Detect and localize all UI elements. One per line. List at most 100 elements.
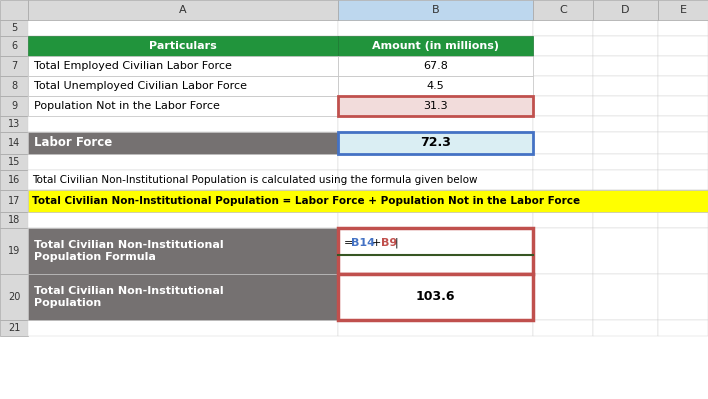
Bar bbox=[593, 228, 658, 274]
Bar bbox=[0, 190, 28, 212]
Text: Particulars: Particulars bbox=[149, 41, 217, 51]
Bar bbox=[533, 170, 593, 190]
Bar bbox=[593, 36, 658, 56]
Bar bbox=[338, 212, 533, 228]
Bar bbox=[338, 228, 533, 274]
Text: Total Civilian Non-Institutional: Total Civilian Non-Institutional bbox=[34, 286, 224, 296]
Text: 31.3: 31.3 bbox=[423, 101, 448, 111]
Text: 67.8: 67.8 bbox=[423, 61, 448, 71]
Bar bbox=[28, 96, 338, 116]
Bar bbox=[533, 320, 593, 336]
Bar bbox=[338, 56, 533, 76]
Bar bbox=[338, 320, 533, 336]
Text: D: D bbox=[621, 5, 629, 15]
Bar bbox=[28, 190, 338, 212]
Text: Labor Force: Labor Force bbox=[34, 136, 113, 150]
Text: 20: 20 bbox=[8, 292, 21, 302]
Bar bbox=[658, 274, 708, 320]
Bar bbox=[0, 56, 28, 76]
Text: 5: 5 bbox=[11, 23, 17, 33]
Bar bbox=[0, 320, 28, 336]
Bar bbox=[28, 56, 338, 76]
Bar bbox=[0, 76, 28, 96]
Text: Total Unemployed Civilian Labor Force: Total Unemployed Civilian Labor Force bbox=[34, 81, 247, 91]
Bar bbox=[28, 36, 338, 56]
Bar bbox=[658, 116, 708, 132]
Text: 103.6: 103.6 bbox=[416, 290, 455, 304]
Text: Total Civilian Non-Institutional: Total Civilian Non-Institutional bbox=[34, 240, 224, 250]
Bar bbox=[338, 228, 533, 274]
Text: 16: 16 bbox=[8, 175, 20, 185]
Bar bbox=[28, 212, 338, 228]
Bar bbox=[0, 20, 28, 36]
Bar bbox=[338, 0, 533, 20]
Text: 6: 6 bbox=[11, 41, 17, 51]
Text: 9: 9 bbox=[11, 101, 17, 111]
Bar bbox=[338, 154, 533, 170]
Bar bbox=[338, 274, 533, 320]
Bar bbox=[28, 36, 338, 56]
Text: 18: 18 bbox=[8, 215, 20, 225]
Bar bbox=[28, 274, 338, 320]
Bar bbox=[658, 36, 708, 56]
Bar bbox=[338, 36, 533, 56]
Bar bbox=[28, 76, 338, 96]
Text: Population Not in the Labor Force: Population Not in the Labor Force bbox=[34, 101, 220, 111]
Bar bbox=[593, 116, 658, 132]
Bar bbox=[533, 0, 593, 20]
Bar bbox=[338, 170, 533, 190]
Text: 17: 17 bbox=[8, 196, 21, 206]
Bar bbox=[593, 20, 658, 36]
Bar bbox=[533, 274, 593, 320]
Bar bbox=[0, 0, 28, 20]
Bar bbox=[28, 132, 338, 154]
Bar bbox=[28, 0, 338, 20]
Bar bbox=[533, 228, 593, 274]
Bar bbox=[28, 20, 338, 36]
Bar bbox=[338, 76, 533, 96]
Bar bbox=[533, 190, 593, 212]
Bar bbox=[658, 132, 708, 154]
Bar bbox=[28, 190, 708, 212]
Bar bbox=[338, 132, 533, 154]
Bar bbox=[593, 96, 658, 116]
Bar bbox=[593, 274, 658, 320]
Text: +: + bbox=[372, 238, 382, 248]
Bar bbox=[0, 274, 28, 320]
Bar bbox=[593, 0, 658, 20]
Bar bbox=[658, 154, 708, 170]
Bar bbox=[533, 212, 593, 228]
Text: 21: 21 bbox=[8, 323, 21, 333]
Bar bbox=[338, 20, 533, 36]
Text: C: C bbox=[559, 5, 567, 15]
Text: A: A bbox=[179, 5, 187, 15]
Bar bbox=[338, 36, 533, 56]
Text: B14: B14 bbox=[351, 238, 375, 248]
Text: 8: 8 bbox=[11, 81, 17, 91]
Bar bbox=[658, 96, 708, 116]
Bar bbox=[0, 170, 28, 190]
Bar bbox=[0, 132, 28, 154]
Bar bbox=[593, 76, 658, 96]
Bar bbox=[338, 274, 533, 320]
Text: 4.5: 4.5 bbox=[427, 81, 445, 91]
Bar bbox=[658, 170, 708, 190]
Bar bbox=[658, 320, 708, 336]
Text: Population: Population bbox=[34, 298, 101, 308]
Bar bbox=[593, 154, 658, 170]
Text: B: B bbox=[432, 5, 439, 15]
Text: Total Employed Civilian Labor Force: Total Employed Civilian Labor Force bbox=[34, 61, 232, 71]
Text: Total Civilian Non-Institutional Population is calculated using the formula give: Total Civilian Non-Institutional Populat… bbox=[32, 175, 477, 185]
Bar bbox=[28, 56, 338, 76]
Bar bbox=[533, 56, 593, 76]
Bar bbox=[28, 170, 338, 190]
Bar bbox=[658, 212, 708, 228]
Bar bbox=[338, 116, 533, 132]
Bar bbox=[338, 190, 533, 212]
Bar bbox=[28, 154, 338, 170]
Bar bbox=[593, 56, 658, 76]
Bar bbox=[28, 132, 338, 154]
Bar bbox=[0, 96, 28, 116]
Text: =: = bbox=[344, 238, 353, 248]
Text: 72.3: 72.3 bbox=[420, 136, 451, 150]
